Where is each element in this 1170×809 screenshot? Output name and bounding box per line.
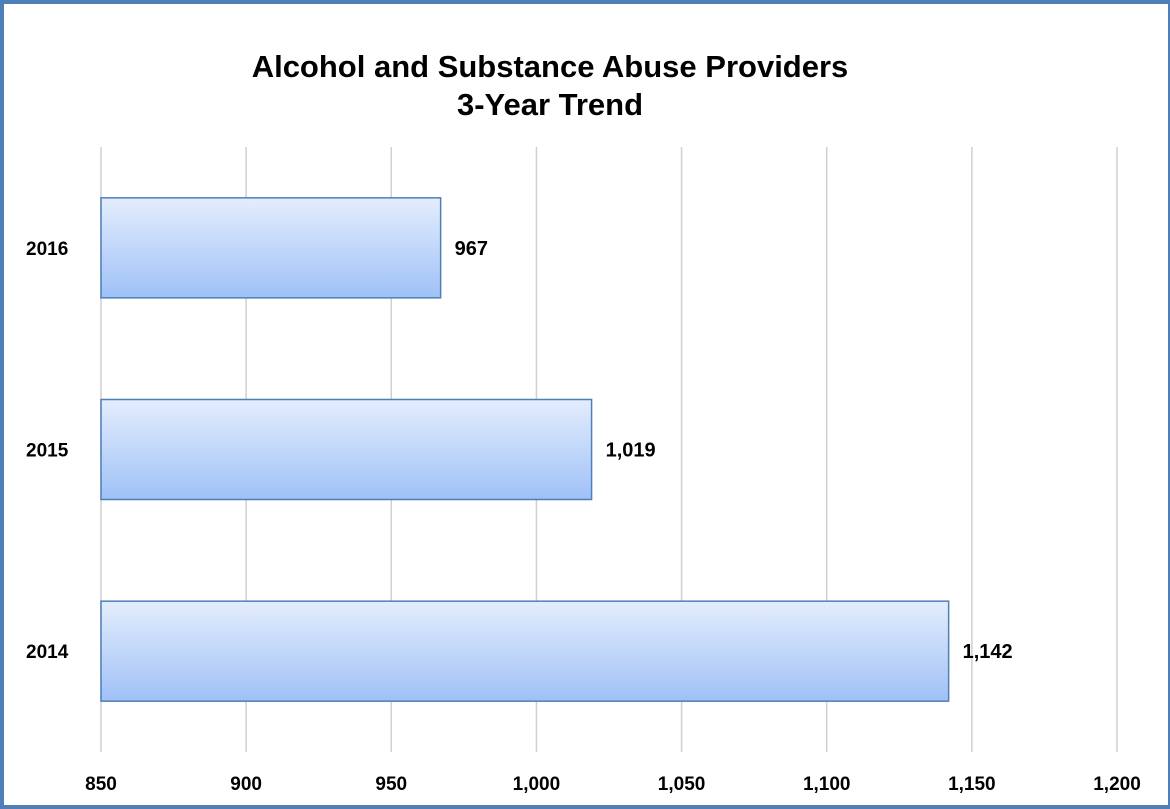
- x-tick-label: 850: [85, 774, 117, 795]
- chart-title-line-1: Alcohol and Substance Abuse Providers: [251, 49, 849, 84]
- bars: [100, 197, 950, 702]
- x-tick-label: 1,050: [658, 774, 706, 795]
- data-label-2016: 967: [455, 238, 488, 260]
- x-tick-label: 1,150: [948, 774, 996, 795]
- x-tick-label: 1,000: [513, 774, 561, 795]
- x-tick-label: 950: [375, 774, 407, 795]
- data-label-2015: 1,019: [606, 440, 656, 462]
- chart-title-line-2: 3-Year Trend: [456, 87, 644, 122]
- bar-2014: [100, 600, 950, 702]
- y-category-label-2016: 2016: [26, 239, 68, 260]
- bar-2016: [100, 197, 442, 299]
- x-tick-label: 1,100: [803, 774, 851, 795]
- x-tick-label: 900: [230, 774, 262, 795]
- x-tick-label: 1,200: [1093, 774, 1141, 795]
- bar-2015: [100, 398, 593, 501]
- chart-title: Alcohol and Substance Abuse Providers 3-…: [0, 48, 1100, 124]
- data-label-2014: 1,142: [963, 641, 1013, 663]
- y-category-label-2014: 2014: [26, 642, 69, 663]
- y-category-label-2015: 2015: [26, 441, 69, 462]
- labels: 850 900 950 1,000 1,050 1,100 1,150 1,200 2016 96…: [26, 238, 1141, 795]
